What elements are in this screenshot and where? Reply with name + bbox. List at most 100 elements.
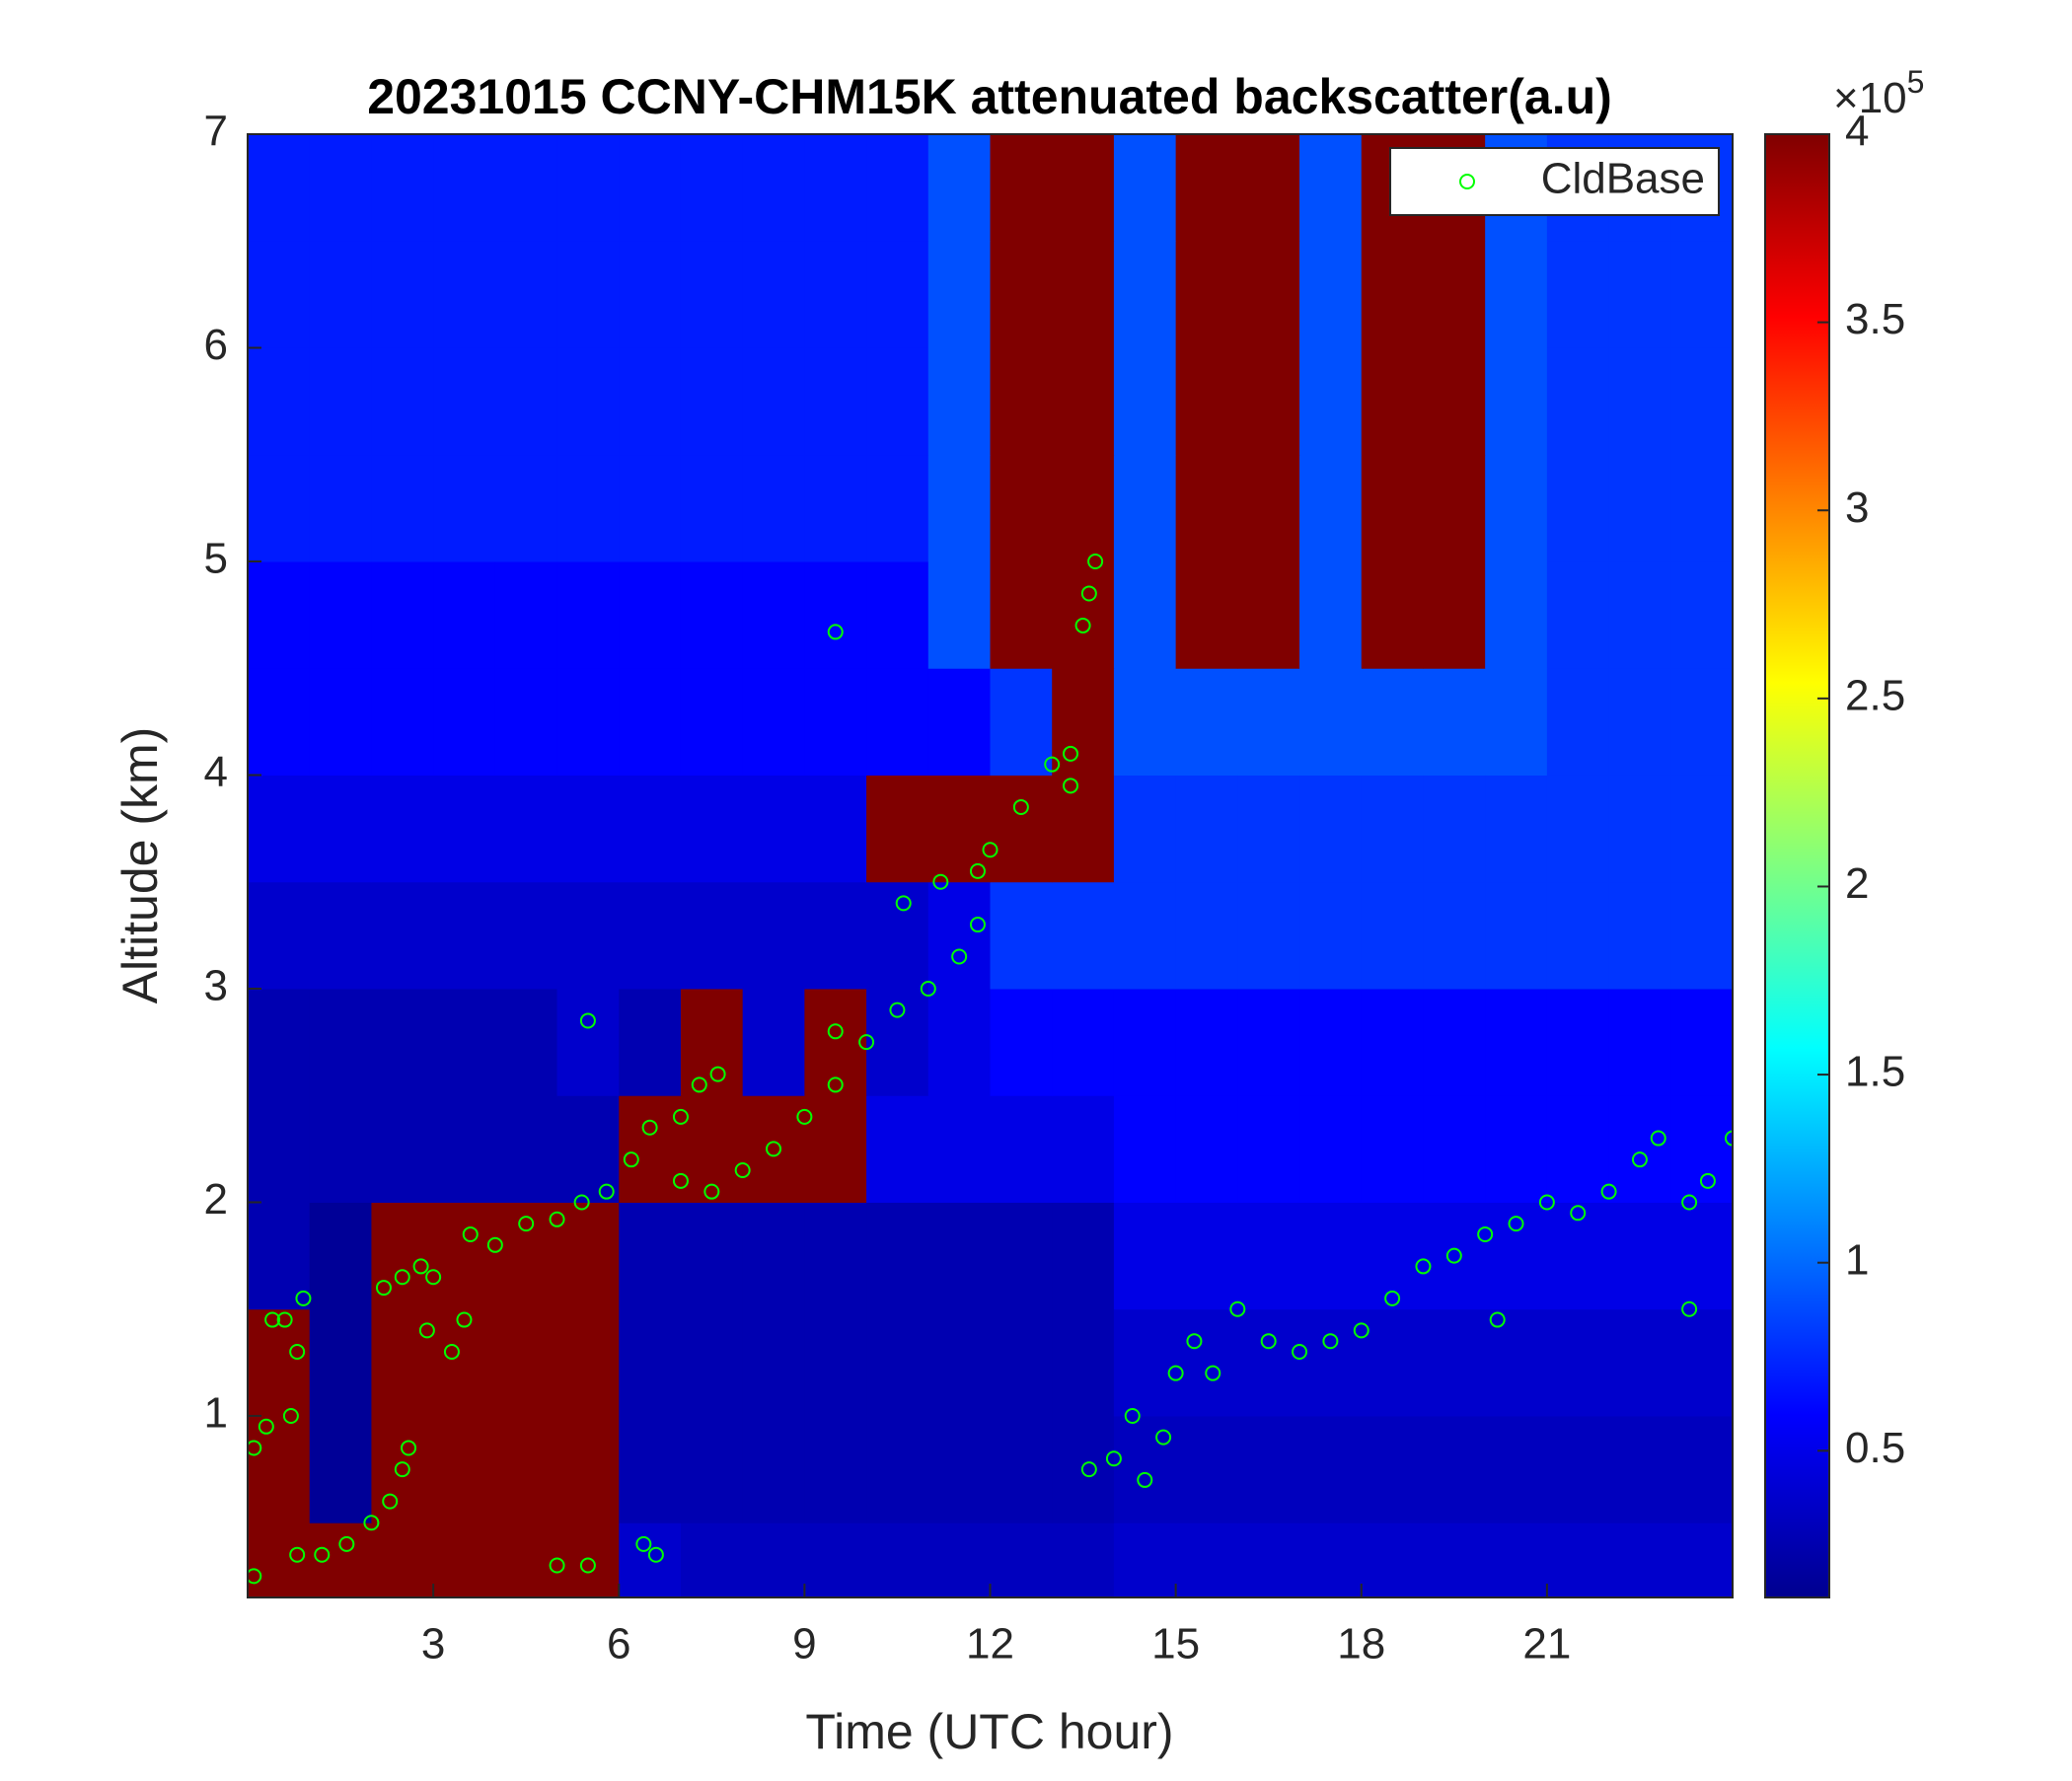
cloud-base-point bbox=[647, 1546, 664, 1563]
cloud-base-point bbox=[579, 1557, 596, 1574]
heatmap-cell bbox=[1052, 560, 1115, 669]
heatmap-cell bbox=[866, 1308, 929, 1417]
heatmap-cell bbox=[1299, 1202, 1363, 1310]
heatmap-cell bbox=[990, 454, 1053, 562]
heatmap-cell bbox=[1608, 560, 1671, 669]
cloud-base-point bbox=[1080, 1461, 1097, 1478]
heatmap-cell bbox=[927, 1415, 991, 1523]
heatmap-cell bbox=[309, 1308, 372, 1417]
heatmap-cell bbox=[1237, 347, 1300, 456]
heatmap-cell bbox=[619, 560, 682, 669]
heatmap-cell bbox=[619, 347, 682, 456]
y-tick-label: 2 bbox=[204, 1175, 228, 1224]
heatmap-cell bbox=[927, 241, 991, 348]
heatmap-cell bbox=[1052, 1095, 1115, 1203]
heatmap-cell bbox=[866, 1522, 929, 1597]
heatmap-cell bbox=[1237, 1415, 1300, 1523]
heatmap-cell bbox=[680, 881, 744, 990]
heatmap-cell bbox=[371, 347, 434, 456]
heatmap-cell bbox=[556, 1415, 620, 1523]
heatmap-cell bbox=[990, 1308, 1053, 1417]
heatmap-cell bbox=[1423, 1202, 1486, 1310]
cloud-base-point bbox=[691, 1076, 707, 1093]
heatmap-cell bbox=[680, 241, 744, 348]
cloud-base-point bbox=[920, 980, 936, 997]
heatmap-cell bbox=[1485, 1415, 1548, 1523]
heatmap-cell bbox=[1423, 347, 1486, 456]
heatmap-cell bbox=[1546, 668, 1610, 776]
heatmap-cell bbox=[1361, 1095, 1424, 1203]
heatmap-cell bbox=[1423, 988, 1486, 1096]
heatmap-cell bbox=[1175, 775, 1238, 883]
heatmap-cell bbox=[1052, 1308, 1115, 1417]
heatmap-cell bbox=[494, 134, 558, 242]
cloud-base-point bbox=[1631, 1151, 1648, 1168]
heatmap-cell bbox=[1361, 560, 1424, 669]
heatmap-cell bbox=[927, 1095, 991, 1203]
colorbar bbox=[1764, 133, 1830, 1598]
heatmap-cell bbox=[680, 560, 744, 669]
heatmap-cell bbox=[248, 454, 311, 562]
heatmap-cell bbox=[619, 775, 682, 883]
heatmap-cell bbox=[1485, 988, 1548, 1096]
cloud-base-point bbox=[1538, 1194, 1555, 1211]
multiplier-exponent: 5 bbox=[1907, 64, 1925, 100]
heatmap-cell bbox=[1546, 347, 1610, 456]
heatmap-cell bbox=[804, 775, 867, 883]
heatmap-cell bbox=[433, 241, 496, 348]
heatmap-cell bbox=[1113, 1308, 1177, 1417]
heatmap-cell bbox=[1608, 454, 1671, 562]
cloud-base-point bbox=[709, 1066, 726, 1082]
heatmap-cell bbox=[1361, 668, 1424, 776]
x-tick-label: 15 bbox=[1151, 1620, 1200, 1669]
heatmap-cell bbox=[1670, 560, 1733, 669]
heatmap-cell bbox=[1113, 347, 1177, 456]
heatmap-cell bbox=[680, 1095, 744, 1203]
heatmap-cell bbox=[619, 1095, 682, 1203]
heatmap-cell bbox=[1546, 1308, 1610, 1417]
heatmap-cell bbox=[927, 1202, 991, 1310]
cloud-base-point bbox=[827, 1076, 844, 1093]
cloud-base-point bbox=[264, 1311, 281, 1328]
heatmap-cell bbox=[1237, 560, 1300, 669]
heatmap-cell bbox=[1546, 1095, 1610, 1203]
heatmap-cell bbox=[371, 775, 434, 883]
heatmap-cell bbox=[248, 560, 311, 669]
heatmap-cell bbox=[1175, 988, 1238, 1096]
heatmap-cell bbox=[742, 1522, 805, 1597]
heatmap-cell bbox=[804, 454, 867, 562]
heatmap-cell bbox=[680, 134, 744, 242]
heatmap-cell bbox=[1485, 1095, 1548, 1203]
heatmap-cell bbox=[433, 1415, 496, 1523]
heatmap-cell bbox=[866, 775, 929, 883]
heatmap-cell bbox=[1113, 988, 1177, 1096]
colorbar-tick-label: 1 bbox=[1845, 1235, 1869, 1284]
heatmap-cell bbox=[1670, 775, 1733, 883]
legend-marker bbox=[1459, 174, 1475, 189]
heatmap-cell bbox=[927, 1522, 991, 1597]
heatmap-cell bbox=[1670, 1522, 1733, 1597]
cloud-base-point bbox=[895, 895, 912, 912]
heatmap-cell bbox=[1670, 881, 1733, 990]
heatmap-cell bbox=[804, 134, 867, 242]
heatmap-cell bbox=[1113, 1095, 1177, 1203]
cloud-base-point bbox=[1489, 1311, 1506, 1328]
heatmap-cell bbox=[248, 134, 311, 242]
heatmap-cell bbox=[1052, 1202, 1115, 1310]
heatmap-cell bbox=[1113, 241, 1177, 348]
heatmap-cell bbox=[1175, 1415, 1238, 1523]
x-tick-label: 9 bbox=[792, 1620, 816, 1669]
cloud-base-point bbox=[549, 1211, 565, 1227]
x-axis-label: Time (UTC hour) bbox=[805, 1704, 1173, 1759]
cloud-base-point bbox=[858, 1034, 875, 1051]
heatmap-cell bbox=[1175, 1095, 1238, 1203]
heatmap-cell bbox=[804, 1415, 867, 1523]
heatmap-cell bbox=[680, 775, 744, 883]
heatmap-cell bbox=[1052, 775, 1115, 883]
heatmap-cell bbox=[371, 1522, 434, 1597]
heatmap-cell bbox=[1113, 881, 1177, 990]
heatmap-cell bbox=[619, 134, 682, 242]
heatmap-cell bbox=[1608, 347, 1671, 456]
y-tick-label: 6 bbox=[204, 321, 228, 369]
multiplier-base: ×10 bbox=[1833, 74, 1907, 122]
